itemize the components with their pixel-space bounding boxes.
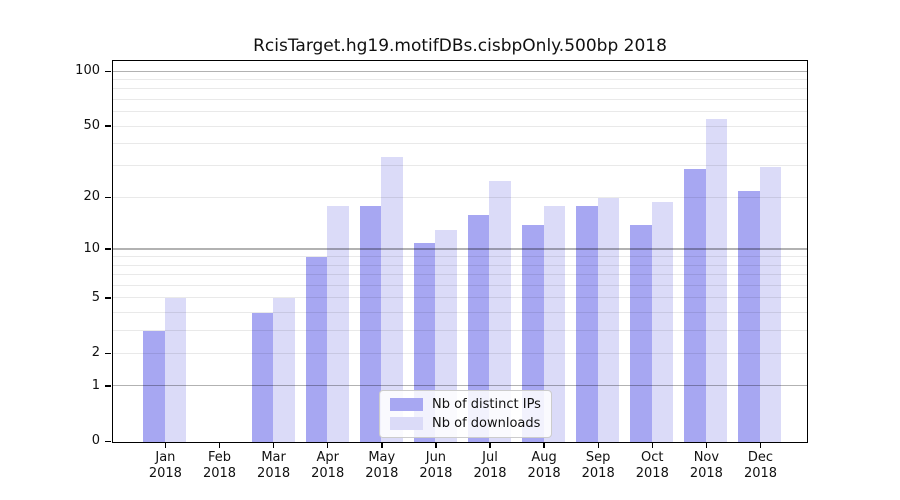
x-tick-month: Jan bbox=[155, 450, 176, 465]
y-tick-label-10: 10 bbox=[83, 241, 100, 257]
x-tick-year: 2018 bbox=[257, 466, 291, 481]
legend-label-distinct-ips: Nb of distinct IPs bbox=[432, 397, 541, 412]
bar-downloads-jan bbox=[164, 298, 187, 442]
bar-downloads-jul bbox=[489, 180, 511, 442]
x-tick-year: 2018 bbox=[419, 466, 453, 481]
y-tick-mark-100 bbox=[105, 70, 111, 73]
y-tick-label-100: 100 bbox=[75, 63, 100, 79]
legend: Nb of distinct IPs Nb of downloads bbox=[379, 390, 552, 438]
y-tick-label-1: 1 bbox=[91, 377, 100, 393]
y-tick-mark-5 bbox=[105, 297, 111, 299]
x-tick-month: Mar bbox=[261, 450, 286, 465]
x-tick-year: 2018 bbox=[689, 466, 723, 481]
x-tick-mark-nov bbox=[705, 443, 708, 448]
x-tick-year: 2018 bbox=[473, 466, 507, 481]
bar-distinct-ips-aug bbox=[522, 224, 544, 442]
x-tick-label-jun: Jun 2018 bbox=[406, 450, 466, 482]
x-tick-label-oct: Oct 2018 bbox=[622, 450, 682, 482]
x-tick-label-mar: Mar 2018 bbox=[244, 450, 304, 482]
x-tick-month: Sep bbox=[585, 450, 611, 465]
x-tick-year: 2018 bbox=[581, 466, 615, 481]
x-tick-mark-apr bbox=[326, 443, 329, 448]
x-tick-month: Nov bbox=[693, 450, 720, 465]
x-tick-mark-sep bbox=[597, 443, 599, 448]
x-tick-month: Jun bbox=[425, 450, 447, 465]
bar-distinct-ips-jul bbox=[467, 214, 490, 442]
x-tick-year: 2018 bbox=[202, 466, 237, 481]
bar-distinct-ips-sep bbox=[576, 205, 598, 442]
legend-item-downloads: Nb of downloads bbox=[390, 416, 541, 431]
x-tick-label-apr: Apr 2018 bbox=[298, 450, 358, 482]
x-tick-year: 2018 bbox=[365, 466, 399, 481]
x-tick-mark-jul bbox=[489, 443, 491, 448]
y-tick-mark-20 bbox=[105, 196, 111, 198]
y-tick-label-0: 0 bbox=[91, 433, 100, 449]
x-tick-month: Feb bbox=[207, 450, 232, 465]
x-tick-month: Oct bbox=[641, 450, 664, 465]
bar-downloads-aug bbox=[543, 205, 565, 442]
bars-layer bbox=[113, 61, 807, 442]
bar-distinct-ips-may bbox=[359, 205, 382, 442]
plot-area: Nb of distinct IPs Nb of downloads bbox=[112, 60, 808, 443]
x-tick-mark-jan bbox=[164, 443, 167, 448]
legend-label-downloads: Nb of downloads bbox=[432, 416, 541, 431]
x-tick-month: Aug bbox=[531, 450, 557, 465]
x-tick-mark-aug bbox=[543, 443, 545, 448]
bar-downloads-dec bbox=[759, 166, 782, 442]
bar-downloads-sep bbox=[597, 197, 620, 442]
x-tick-mark-feb bbox=[218, 443, 221, 448]
y-tick-mark-2 bbox=[105, 352, 111, 355]
x-tick-label-aug: Aug 2018 bbox=[514, 450, 574, 482]
x-tick-label-jan: Jan 2018 bbox=[135, 450, 195, 482]
x-tick-label-sep: Sep 2018 bbox=[568, 450, 628, 482]
bar-distinct-ips-mar bbox=[251, 312, 273, 442]
x-tick-year: 2018 bbox=[635, 466, 669, 481]
y-tick-mark-0 bbox=[105, 440, 111, 443]
bar-downloads-may bbox=[381, 156, 403, 442]
bar-downloads-apr bbox=[327, 205, 349, 442]
x-tick-label-nov: Nov 2018 bbox=[676, 450, 736, 482]
x-tick-mark-may bbox=[381, 443, 383, 448]
y-tick-label-50: 50 bbox=[83, 118, 100, 134]
y-tick-mark-1 bbox=[105, 385, 111, 387]
bar-downloads-jun bbox=[435, 230, 457, 442]
bar-distinct-ips-oct bbox=[630, 224, 652, 442]
x-tick-mark-mar bbox=[272, 443, 275, 448]
x-tick-year: 2018 bbox=[148, 466, 182, 481]
bar-downloads-oct bbox=[651, 201, 674, 442]
x-tick-year: 2018 bbox=[527, 466, 561, 481]
legend-swatch-downloads bbox=[390, 417, 423, 430]
bar-distinct-ips-apr bbox=[305, 257, 328, 442]
x-tick-label-jul: Jul 2018 bbox=[460, 450, 520, 482]
bar-distinct-ips-nov bbox=[684, 169, 706, 442]
x-tick-mark-dec bbox=[759, 443, 762, 448]
x-tick-month: Jul bbox=[482, 450, 498, 465]
x-tick-month: May bbox=[368, 450, 396, 465]
x-tick-mark-jun bbox=[435, 443, 437, 448]
x-tick-label-feb: Feb 2018 bbox=[190, 450, 250, 482]
y-tick-mark-10 bbox=[105, 248, 111, 250]
bar-downloads-mar bbox=[273, 298, 295, 442]
x-tick-mark-oct bbox=[651, 443, 653, 448]
legend-item-distinct-ips: Nb of distinct IPs bbox=[390, 397, 541, 412]
y-tick-label-2: 2 bbox=[91, 345, 100, 361]
y-tick-label-5: 5 bbox=[91, 289, 100, 305]
x-tick-year: 2018 bbox=[743, 466, 778, 481]
bar-distinct-ips-jan bbox=[143, 330, 165, 442]
y-tick-label-20: 20 bbox=[83, 189, 100, 205]
legend-swatch-distinct-ips bbox=[390, 398, 423, 411]
x-tick-month: Apr bbox=[316, 450, 339, 465]
chart-title: RcisTarget.hg19.motifDBs.cisbpOnly.500bp… bbox=[253, 36, 667, 56]
x-tick-label-may: May 2018 bbox=[352, 450, 412, 482]
y-tick-mark-50 bbox=[105, 125, 111, 127]
x-tick-month: Dec bbox=[747, 450, 774, 465]
x-tick-year: 2018 bbox=[311, 466, 345, 481]
bar-downloads-nov bbox=[705, 119, 728, 442]
bar-distinct-ips-dec bbox=[738, 190, 760, 442]
x-tick-label-dec: Dec 2018 bbox=[731, 450, 791, 482]
